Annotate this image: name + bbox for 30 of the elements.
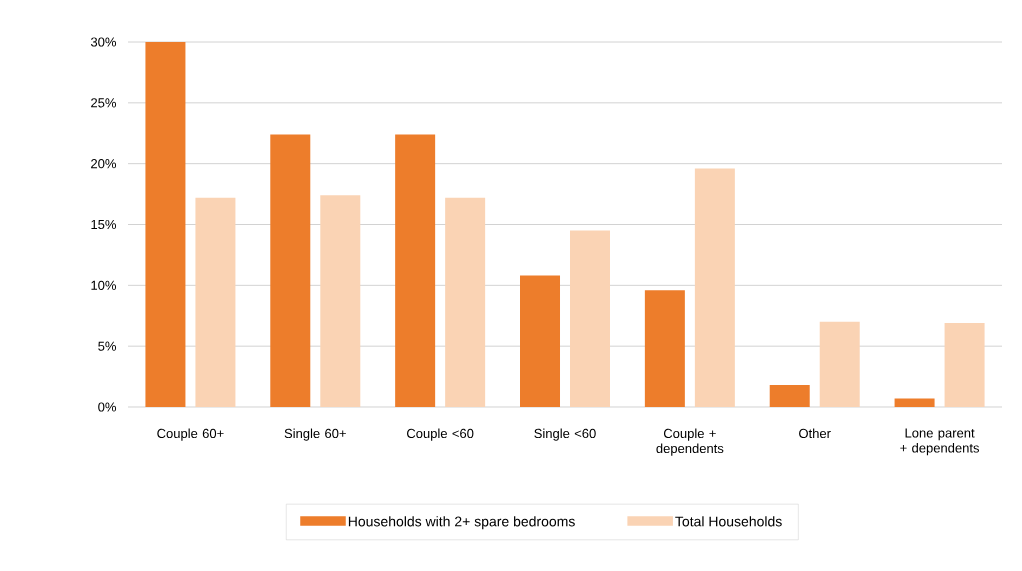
bar <box>819 321 860 407</box>
legend-label: Households with 2+ spare bedrooms <box>348 516 575 530</box>
x-tick-label: Other <box>799 428 831 439</box>
bar <box>520 275 561 407</box>
bar <box>145 42 186 407</box>
bar <box>894 398 935 407</box>
legend-label: Total Households <box>675 516 782 527</box>
x-tick-label: Single <60 <box>534 428 596 441</box>
x-tick-label: Couple 60+ <box>157 428 224 441</box>
bar <box>445 197 486 407</box>
x-tick-label: Single 60+ <box>284 428 346 441</box>
x-tick-label: Lone parent + dependents <box>900 428 980 456</box>
y-tick-label: 20% <box>91 159 117 169</box>
y-tick-label: 15% <box>91 219 117 230</box>
y-tick-label: 0% <box>98 402 117 412</box>
bar <box>195 197 236 407</box>
y-tick-label: 30% <box>90 37 117 47</box>
bar <box>570 230 611 407</box>
bar <box>644 290 685 407</box>
bar <box>395 134 436 407</box>
y-tick-label: 25% <box>91 98 117 108</box>
x-tick-label: Couple <60 <box>407 428 474 441</box>
bar <box>944 323 985 407</box>
y-tick-label: 10% <box>91 280 117 290</box>
y-tick-label: 5% <box>98 341 117 351</box>
bar <box>270 134 311 407</box>
bar <box>320 195 361 407</box>
x-tick-label: Couple + dependents <box>656 428 724 456</box>
bar <box>694 168 735 407</box>
bar <box>769 385 810 407</box>
